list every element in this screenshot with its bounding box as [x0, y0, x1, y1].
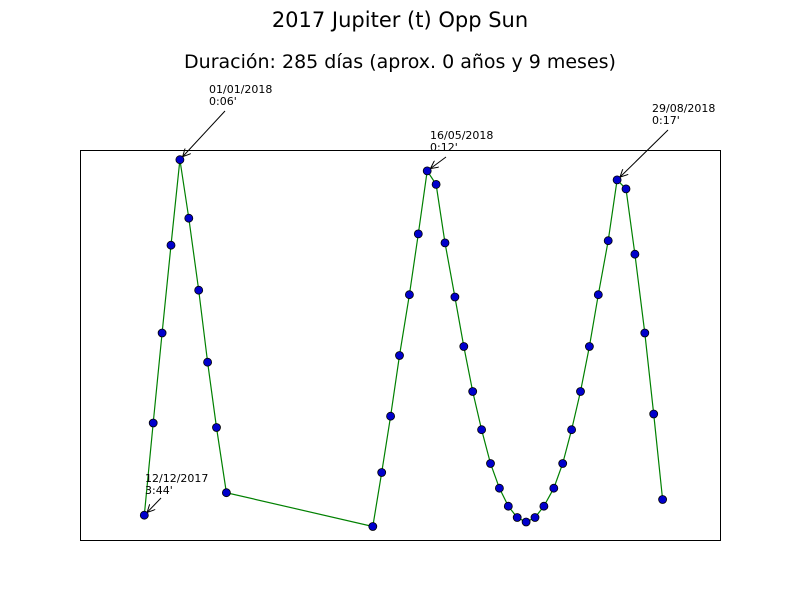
- data-point: [422, 166, 432, 176]
- annotation-arrow: [148, 497, 162, 512]
- data-point: [221, 488, 231, 498]
- annotation-arrow: [431, 156, 447, 168]
- series-line: [143, 159, 664, 528]
- chart-subtitle: Duración: 285 días (aprox. 0 años y 9 me…: [184, 51, 616, 73]
- data-point: [576, 387, 585, 396]
- data-point: [212, 423, 221, 432]
- data-point: [431, 179, 441, 189]
- data-point: [585, 342, 594, 351]
- data-point: [512, 513, 522, 522]
- data-point: [494, 483, 504, 493]
- plot-frame: [80, 150, 721, 541]
- data-point: [503, 501, 513, 511]
- data-point: [157, 328, 167, 338]
- data-point: [413, 229, 423, 239]
- data-point: [621, 184, 631, 194]
- data-point: [649, 409, 659, 419]
- data-point: [567, 425, 576, 435]
- data-point: [603, 236, 613, 246]
- data-point: [184, 213, 194, 223]
- annotation-date: 12/12/2017: [145, 472, 208, 485]
- data-point: [203, 357, 213, 367]
- annotation-arrow: [183, 110, 226, 156]
- annotation-time: 0:12': [430, 141, 458, 154]
- data-point: [612, 175, 622, 185]
- data-point: [539, 501, 549, 511]
- data-point: [148, 418, 158, 428]
- data-point: [459, 342, 469, 351]
- data-point: [549, 483, 559, 493]
- data-point: [468, 387, 478, 396]
- annotation-arrow: [621, 129, 669, 176]
- data-point: [486, 459, 495, 468]
- data-point: [386, 411, 396, 421]
- data-point: [175, 155, 185, 165]
- data-point: [658, 495, 667, 504]
- chart-title: 2017 Jupiter (t) Opp Sun: [271, 8, 529, 32]
- data-point: [521, 517, 531, 527]
- data-point: [593, 290, 603, 300]
- data-point: [450, 292, 460, 302]
- data-point: [477, 425, 487, 435]
- data-point: [440, 238, 450, 248]
- data-point: [404, 290, 414, 300]
- data-point: [558, 459, 568, 468]
- data-point: [640, 328, 650, 338]
- data-point: [530, 513, 540, 522]
- data-point: [139, 510, 149, 520]
- data-point: [377, 468, 387, 477]
- annotation-date: 01/01/2018: [209, 83, 272, 96]
- annotation-time: 3:44': [145, 484, 173, 497]
- annotation-time: 0:17': [652, 114, 680, 127]
- annotation-time: 0:06': [209, 95, 237, 108]
- annotation-date: 29/08/2018: [652, 102, 715, 115]
- annotation-date: 16/05/2018: [430, 129, 493, 142]
- data-point: [166, 240, 176, 250]
- data-point: [630, 249, 640, 259]
- data-point: [368, 522, 378, 531]
- data-point: [194, 285, 204, 295]
- data-point: [395, 351, 404, 360]
